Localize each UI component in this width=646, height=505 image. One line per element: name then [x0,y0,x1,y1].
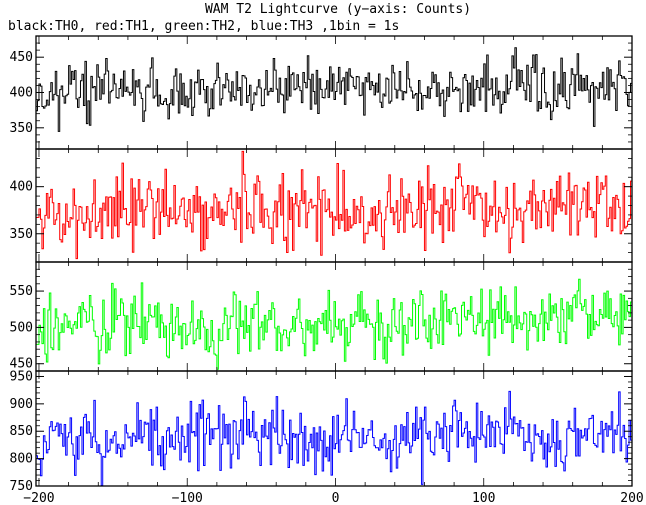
series-th0 [36,47,632,132]
series-th3 [36,390,632,486]
panels: 350 400 450 350 400 450 500 550 750 800 850 900 950 [10,35,633,494]
series-th2 [36,278,632,370]
chart-subtitle: black:TH0, red:TH1, green:TH2, blue:TH3 … [8,19,399,34]
series-th1 [36,150,632,260]
y-tick-label: 350 [10,121,33,136]
y-tick-label: 950 [10,369,33,384]
panel-th1: 350 400 [10,148,633,263]
panel-frame [35,370,633,487]
y-tick-label: 900 [10,397,33,412]
y-tick-label: 500 [10,320,33,335]
x-tick-label: −200 [23,491,54,505]
y-tick-label: 450 [10,357,33,372]
x-tick-label: 0 [332,491,340,505]
x-axis: −200 −100 0 100 200 [23,491,643,505]
y-tick-label: 800 [10,452,33,467]
x-tick-label: −100 [172,491,203,505]
panel-frame [35,148,633,263]
y-tick-label: 850 [10,424,33,439]
panel-th0: 350 400 450 [10,35,633,150]
y-tick-label: 400 [10,86,33,101]
x-tick-label: 100 [472,491,495,505]
y-tick-label: 400 [10,180,33,195]
y-tick-label: 350 [10,227,33,242]
y-tick-label: 750 [10,479,33,494]
y-tick-label: 550 [10,284,33,299]
panel-th3: 750 800 850 900 950 [10,369,633,494]
y-tick-label: 450 [10,50,33,65]
panel-th2: 450 500 550 [10,261,633,372]
x-tick-label: 200 [620,491,643,505]
chart-title: WAM T2 Lightcurve (y−axis: Counts) [205,2,471,17]
